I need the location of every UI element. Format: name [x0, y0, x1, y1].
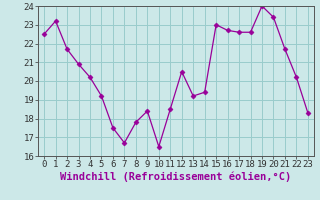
X-axis label: Windchill (Refroidissement éolien,°C): Windchill (Refroidissement éolien,°C)	[60, 172, 292, 182]
